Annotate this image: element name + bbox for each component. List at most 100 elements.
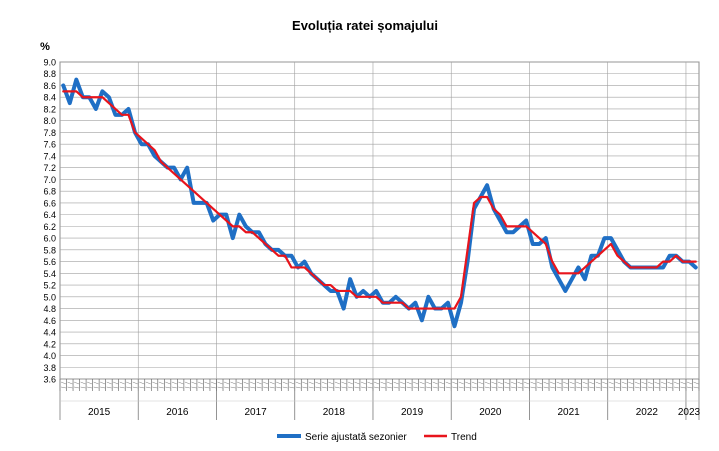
x-month-label-mark <box>93 386 99 389</box>
grid-layer <box>59 61 700 380</box>
x-month-label-mark <box>119 381 125 385</box>
x-month-label-mark <box>536 381 543 385</box>
data-point-trend <box>193 190 195 192</box>
y-tick-label: 4.2 <box>43 339 56 349</box>
x-month-label-mark <box>621 386 627 389</box>
x-month-label-mark <box>615 386 621 389</box>
data-point-trend <box>382 302 384 304</box>
x-month-label-mark <box>510 386 516 389</box>
data-point-trend <box>186 184 188 186</box>
legend-label-trend: Trend <box>451 432 477 443</box>
data-point-trend <box>682 261 684 263</box>
data-point-trend <box>212 208 214 210</box>
y-tick-label: 3.6 <box>43 375 56 385</box>
y-tick-label: 8.8 <box>43 69 56 79</box>
data-point-trend <box>388 302 390 304</box>
x-month-label-mark <box>373 386 380 389</box>
data-point-seasonal <box>193 202 195 204</box>
data-point-trend <box>480 196 482 198</box>
data-point-seasonal <box>499 220 501 222</box>
x-month-label-mark <box>289 381 295 385</box>
x-month-label-mark <box>484 381 490 385</box>
y-tick-label: 5.2 <box>43 281 56 291</box>
y-tick-label: 6.8 <box>43 187 56 197</box>
x-month-label-mark <box>178 381 184 385</box>
x-axis: 2015 2016 2017 2018 2019 2020 2021 2022 2023 <box>59 379 701 420</box>
data-point-trend <box>245 231 247 233</box>
x-month-label-mark <box>360 386 367 389</box>
x-month-label-mark <box>413 381 419 385</box>
x-month-label-mark <box>308 381 314 385</box>
x-month-label-mark <box>647 386 653 389</box>
x-month-label-mark <box>634 386 640 389</box>
x-month-label-mark <box>152 381 158 385</box>
data-point-trend <box>467 249 469 251</box>
x-month-label-mark <box>184 381 191 385</box>
x-month-label-mark <box>562 381 569 385</box>
x-month-label-mark <box>589 386 595 389</box>
x-year-label: 2019 <box>401 407 424 418</box>
data-point-trend <box>323 284 325 286</box>
data-point-trend <box>623 261 625 263</box>
data-point-trend <box>167 167 169 169</box>
data-point-trend <box>564 272 566 274</box>
x-month-label-mark <box>569 386 575 389</box>
x-month-label-mark <box>484 386 490 389</box>
x-month-label-mark <box>589 381 595 385</box>
data-point-trend <box>121 114 123 116</box>
x-month-label-mark <box>217 386 223 389</box>
data-point-trend <box>343 290 345 292</box>
x-month-label-mark <box>504 381 510 385</box>
data-point-trend <box>349 290 351 292</box>
data-point-seasonal <box>238 214 240 216</box>
x-month-label-mark <box>334 381 340 385</box>
series-layer <box>61 77 698 329</box>
x-month-label-mark <box>386 386 393 389</box>
x-month-label-mark <box>80 381 86 385</box>
data-point-seasonal <box>69 102 71 104</box>
data-point-trend <box>551 261 553 263</box>
data-point-seasonal <box>245 225 247 227</box>
data-point-trend <box>506 225 508 227</box>
x-month-label-mark <box>360 381 367 385</box>
data-point-seasonal <box>512 231 514 233</box>
x-month-label-mark <box>86 381 93 385</box>
x-month-label-mark <box>628 381 634 385</box>
data-point-trend <box>277 255 279 257</box>
x-month-label-mark <box>204 381 210 385</box>
data-point-trend <box>101 96 103 98</box>
data-point-trend <box>695 261 697 263</box>
data-point-trend <box>108 102 110 104</box>
y-tick-label: 4.8 <box>43 304 56 314</box>
x-year-label: 2023 <box>678 407 701 418</box>
data-point-trend <box>447 308 449 310</box>
x-month-label-mark <box>452 386 458 389</box>
data-point-seasonal <box>199 202 201 204</box>
data-point-trend <box>616 255 618 257</box>
x-month-label-mark <box>504 386 510 389</box>
data-point-trend <box>656 266 658 268</box>
data-point-seasonal <box>551 266 553 268</box>
x-month-label-mark <box>80 386 86 389</box>
data-point-trend <box>473 202 475 204</box>
data-point-trend <box>82 96 84 98</box>
y-tick-labels: 9.08.8 8.6 8.48.2 8.0 7.8 7.67.4 7.2 7.0 6.86.6 6… <box>43 58 56 385</box>
x-month-label-mark <box>197 381 204 385</box>
x-month-label-mark <box>602 386 608 389</box>
data-point-seasonal <box>427 296 429 298</box>
x-month-label-mark <box>647 381 653 385</box>
x-month-label-mark <box>256 381 262 385</box>
x-month-label-mark <box>100 381 106 385</box>
data-point-trend <box>69 90 71 92</box>
data-point-trend <box>232 225 234 227</box>
x-month-label-mark <box>269 386 275 389</box>
x-month-label-mark <box>576 381 582 385</box>
y-tick-label: 6.6 <box>43 198 56 208</box>
plot-frame <box>59 61 700 380</box>
x-month-label-mark <box>236 381 243 385</box>
data-point-seasonal <box>127 108 129 110</box>
y-tick-label: 4.6 <box>43 316 56 326</box>
data-point-seasonal <box>258 231 260 233</box>
data-point-seasonal <box>141 143 143 145</box>
